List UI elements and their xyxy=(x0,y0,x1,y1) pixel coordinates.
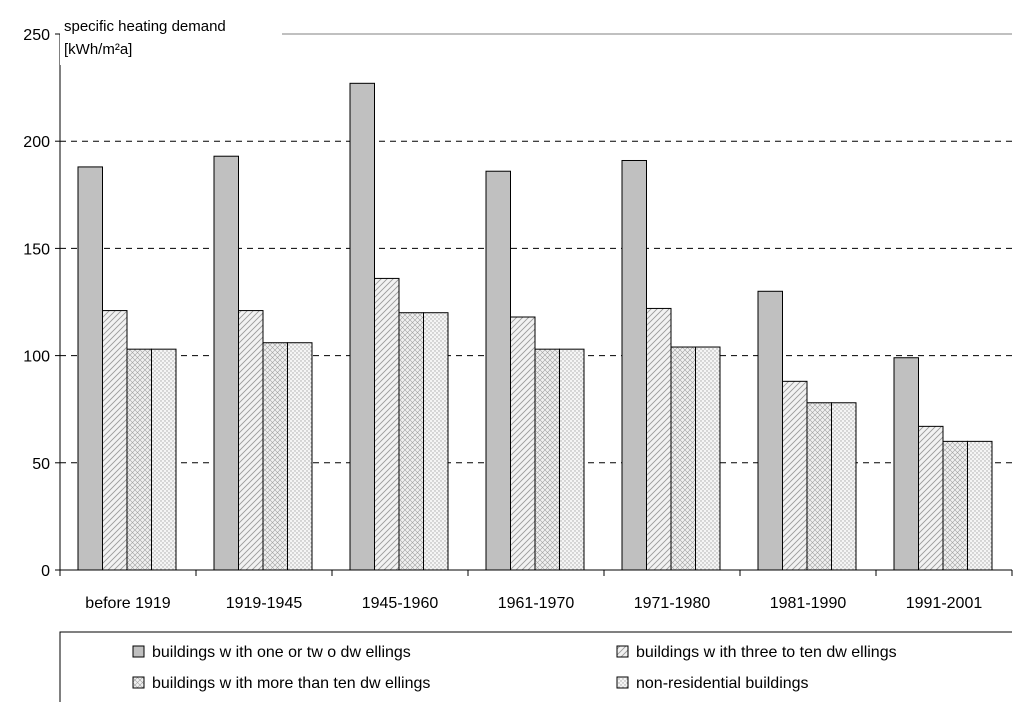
legend: buildings w ith one or tw o dw ellings bu… xyxy=(59,631,1012,702)
bar xyxy=(559,348,585,571)
y-tick-label: 100 xyxy=(23,349,50,366)
y-tick-label: 250 xyxy=(23,27,50,44)
bar xyxy=(806,402,832,571)
y-tick-label: 150 xyxy=(23,241,50,258)
bar xyxy=(349,82,375,571)
x-tick-label: 1945-1960 xyxy=(362,595,439,612)
x-tick-label: 1971-1980 xyxy=(634,595,711,612)
bar xyxy=(238,310,264,571)
y-tick-label: 200 xyxy=(23,134,50,151)
bar xyxy=(621,159,647,571)
bar xyxy=(893,357,919,571)
bar xyxy=(831,402,857,571)
bar xyxy=(77,166,103,571)
x-tick-label: 1981-1990 xyxy=(770,595,847,612)
bar xyxy=(670,346,696,571)
x-tick-labels: before 1919 1919-1945 1945-1960 1961-1970 19… xyxy=(85,595,982,612)
bar xyxy=(646,307,672,571)
bars xyxy=(77,82,993,571)
legend-swatch xyxy=(132,676,145,689)
y-tick-label: 50 xyxy=(32,456,50,473)
legend-label: buildings w ith more than ten dw ellings xyxy=(152,675,430,692)
bar xyxy=(695,346,721,571)
bar xyxy=(374,277,400,571)
legend-label: buildings w ith one or tw o dw ellings xyxy=(152,644,411,661)
bar xyxy=(757,290,783,571)
bar xyxy=(942,440,968,571)
legend-label: non-residential buildings xyxy=(636,675,809,692)
x-tick-label: before 1919 xyxy=(85,595,171,612)
bar xyxy=(398,312,424,571)
bar xyxy=(967,440,993,571)
legend-label: buildings w ith three to ten dw ellings xyxy=(636,644,897,661)
y-axis-title-line1: specific heating demand xyxy=(64,18,226,35)
legend-swatch xyxy=(616,645,629,658)
y-tick-label: 0 xyxy=(41,563,50,580)
bar xyxy=(485,170,511,571)
axes xyxy=(55,33,1013,576)
bar xyxy=(126,348,152,571)
bar xyxy=(423,312,449,571)
x-tick-label: 1961-1970 xyxy=(498,595,575,612)
y-axis-title: specific heating demand [kWh/m²a] xyxy=(60,17,282,65)
y-axis-title-line2: [kWh/m²a] xyxy=(64,41,132,58)
x-tick-label: 1919-1945 xyxy=(226,595,303,612)
bar xyxy=(510,316,536,571)
legend-swatch xyxy=(132,645,145,658)
y-tick-labels: 0 50 100 150 200 250 xyxy=(23,27,50,580)
x-tick-label: 1991-2001 xyxy=(906,595,983,612)
bar xyxy=(918,425,944,571)
bar xyxy=(213,155,239,571)
bar xyxy=(102,310,128,571)
bar xyxy=(262,342,288,571)
bar xyxy=(151,348,177,571)
legend-swatch xyxy=(616,676,629,689)
bar xyxy=(782,380,808,571)
bar xyxy=(534,348,560,571)
bar xyxy=(287,342,313,571)
